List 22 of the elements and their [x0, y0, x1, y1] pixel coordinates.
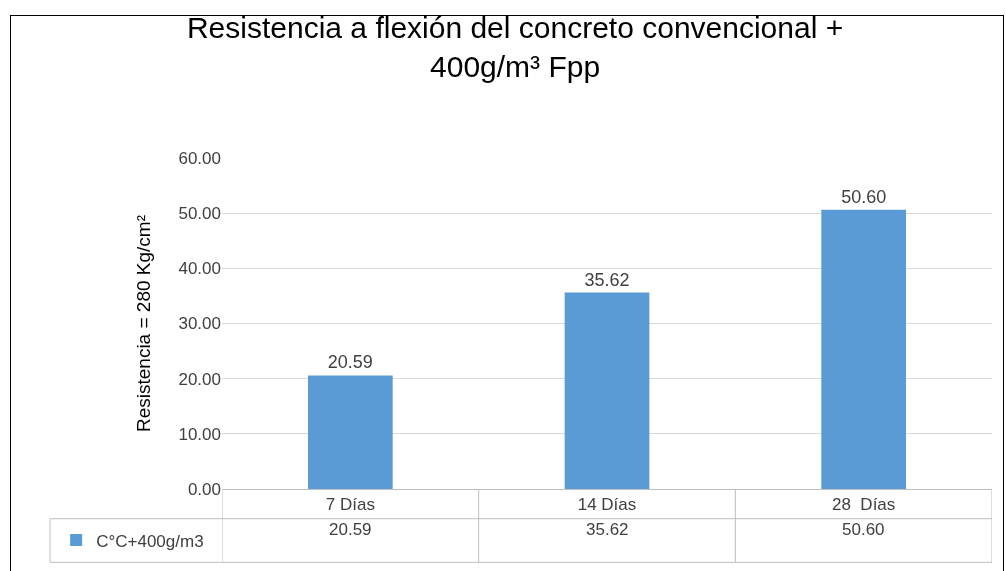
y-tick-label: 0.00 — [187, 479, 221, 499]
y-tick-label: 40.00 — [178, 259, 221, 279]
bar — [564, 292, 650, 489]
x-tick-label: 7 Días — [325, 495, 375, 515]
y-axis-title: Resistencia = 280 Kg/cm² — [133, 214, 155, 433]
y-tick-label: 20.00 — [178, 369, 221, 389]
data-label: 20.59 — [329, 520, 372, 539]
y-tick-label: 10.00 — [178, 424, 221, 444]
y-tick-label: 60.00 — [178, 148, 221, 168]
y-tick-label: 50.00 — [178, 204, 221, 224]
bar — [821, 209, 907, 489]
bar — [307, 375, 393, 489]
text: 35.62 — [584, 269, 630, 290]
data-label: 50.60 — [842, 520, 885, 539]
legend-label: C°C+400g/m3 — [96, 531, 204, 551]
data-label: 35.62 — [586, 520, 629, 539]
text: 20.59 — [327, 352, 373, 373]
x-tick-label: 14 Días — [577, 495, 637, 515]
y-tick-label: 30.00 — [178, 314, 221, 334]
x-tick-label: 28 Días — [832, 495, 896, 515]
chart-title: Resistencia a flexión del concreto convencional + 400g/m³ Fpp — [186, 11, 844, 83]
text: 50.60 — [841, 186, 887, 207]
